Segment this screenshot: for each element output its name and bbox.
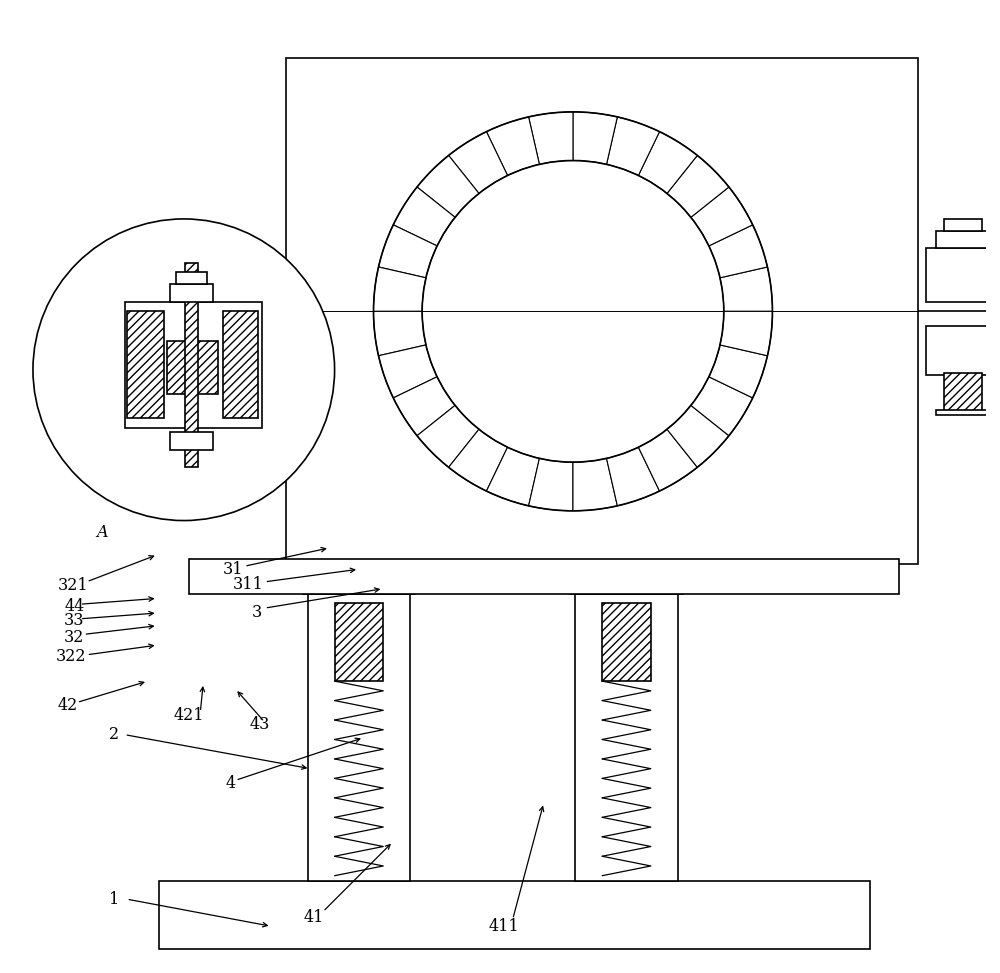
Wedge shape bbox=[374, 267, 426, 311]
Bar bbox=[223, 311, 258, 418]
Wedge shape bbox=[638, 429, 697, 491]
Wedge shape bbox=[379, 344, 437, 398]
Wedge shape bbox=[691, 377, 753, 436]
Wedge shape bbox=[379, 225, 437, 278]
Bar bbox=[936, 231, 989, 248]
Text: 311: 311 bbox=[232, 576, 263, 594]
Bar bbox=[170, 432, 213, 450]
Text: 322: 322 bbox=[55, 648, 86, 666]
Bar bbox=[936, 410, 989, 415]
Text: 4: 4 bbox=[226, 775, 236, 792]
Bar bbox=[167, 341, 218, 394]
Text: 1: 1 bbox=[109, 890, 119, 908]
Wedge shape bbox=[720, 267, 772, 311]
Wedge shape bbox=[449, 429, 508, 491]
Wedge shape bbox=[607, 117, 660, 175]
Text: 321: 321 bbox=[57, 577, 88, 595]
Bar bbox=[189, 559, 899, 594]
Text: 33: 33 bbox=[64, 612, 85, 630]
Text: 32: 32 bbox=[64, 629, 84, 646]
Wedge shape bbox=[393, 187, 455, 246]
Bar bbox=[926, 248, 999, 302]
Text: 31: 31 bbox=[223, 560, 243, 578]
Wedge shape bbox=[691, 187, 753, 246]
Text: 421: 421 bbox=[174, 706, 205, 724]
Bar bbox=[926, 326, 999, 375]
Wedge shape bbox=[573, 112, 617, 164]
Wedge shape bbox=[486, 448, 539, 506]
Wedge shape bbox=[667, 406, 729, 467]
Wedge shape bbox=[667, 156, 729, 217]
Text: 3: 3 bbox=[252, 604, 262, 622]
Wedge shape bbox=[417, 406, 479, 467]
Wedge shape bbox=[529, 112, 573, 164]
Wedge shape bbox=[374, 311, 426, 356]
Text: 44: 44 bbox=[64, 597, 84, 615]
Text: 41: 41 bbox=[303, 909, 324, 926]
Bar bbox=[602, 603, 651, 681]
Bar bbox=[176, 272, 207, 284]
Bar bbox=[303, 569, 415, 594]
Wedge shape bbox=[638, 131, 697, 194]
Wedge shape bbox=[486, 117, 539, 175]
Bar bbox=[159, 881, 870, 949]
Wedge shape bbox=[449, 131, 508, 194]
Wedge shape bbox=[709, 225, 767, 278]
Wedge shape bbox=[529, 458, 573, 511]
Text: 2: 2 bbox=[109, 726, 119, 743]
Bar bbox=[575, 594, 678, 881]
Bar bbox=[125, 302, 262, 428]
Bar bbox=[127, 311, 164, 418]
Bar bbox=[185, 263, 198, 467]
Bar bbox=[944, 373, 982, 414]
Bar bbox=[286, 58, 918, 564]
Bar bbox=[944, 219, 982, 231]
Bar bbox=[335, 603, 383, 681]
Bar bbox=[170, 284, 213, 302]
Circle shape bbox=[33, 219, 335, 521]
Text: 42: 42 bbox=[57, 697, 78, 714]
Wedge shape bbox=[573, 458, 617, 511]
Text: A: A bbox=[96, 523, 108, 541]
Wedge shape bbox=[709, 344, 767, 398]
Text: 411: 411 bbox=[488, 918, 519, 935]
Bar bbox=[570, 569, 683, 594]
Wedge shape bbox=[417, 156, 479, 217]
Bar bbox=[308, 594, 410, 881]
Wedge shape bbox=[607, 448, 660, 506]
Wedge shape bbox=[720, 311, 772, 356]
Wedge shape bbox=[393, 377, 455, 436]
Text: 43: 43 bbox=[250, 716, 270, 734]
